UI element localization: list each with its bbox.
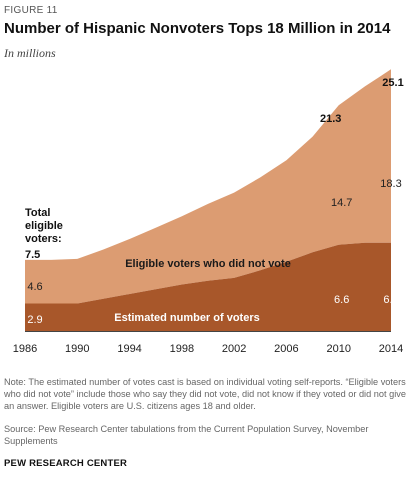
annotation-nonvoter-value: 14.7 xyxy=(331,197,352,209)
chart-source: Source: Pew Research Center tabulations … xyxy=(4,424,369,446)
x-tick-label: 1998 xyxy=(170,343,194,355)
x-tick-label: 2002 xyxy=(222,343,246,355)
chart-subtitle: In millions xyxy=(4,46,56,60)
series-label-voters: Estimated number of voters xyxy=(114,312,259,324)
chart-note: Note: The estimated number of votes cast… xyxy=(4,377,406,411)
annotation-voter-value: 2.9 xyxy=(27,314,42,326)
series-area-nonvoters xyxy=(25,69,391,304)
series-label-nonvoters: Eligible voters who did not vote xyxy=(125,258,291,270)
series-area-voters xyxy=(25,242,391,331)
x-tick-label: 2010 xyxy=(326,343,350,355)
footer-brand: PEW RESEARCH CENTER xyxy=(4,458,128,469)
x-tick-label: 2014 xyxy=(379,343,403,355)
figure-label: FIGURE 11 xyxy=(4,5,58,16)
area-chart: 1986 1990 1994 1998 2002 2006 2010 2014 Eligible… xyxy=(13,69,404,355)
annotation-voter-value: 6.8 xyxy=(383,294,398,306)
x-tick-label: 1990 xyxy=(65,343,89,355)
annotation-nonvoter-value: 18.3 xyxy=(380,178,401,190)
annotation-total-value: 7.5 xyxy=(25,249,40,261)
annotation-total-label: eligible xyxy=(25,220,63,232)
annotation-total-value: 25.1 xyxy=(382,77,403,89)
annotation-total-value: 21.3 xyxy=(320,113,341,125)
annotation-total-label: Total xyxy=(25,207,50,219)
annotation-total-label: voters: xyxy=(25,233,62,245)
annotation-nonvoter-value: 4.6 xyxy=(27,281,42,293)
x-tick-label: 1994 xyxy=(117,343,141,355)
x-tick-label: 2006 xyxy=(274,343,298,355)
x-tick-label: 1986 xyxy=(13,343,37,355)
annotation-voter-value: 6.6 xyxy=(334,294,349,306)
chart-title: Number of Hispanic Nonvoters Tops 18 Mil… xyxy=(4,20,391,37)
